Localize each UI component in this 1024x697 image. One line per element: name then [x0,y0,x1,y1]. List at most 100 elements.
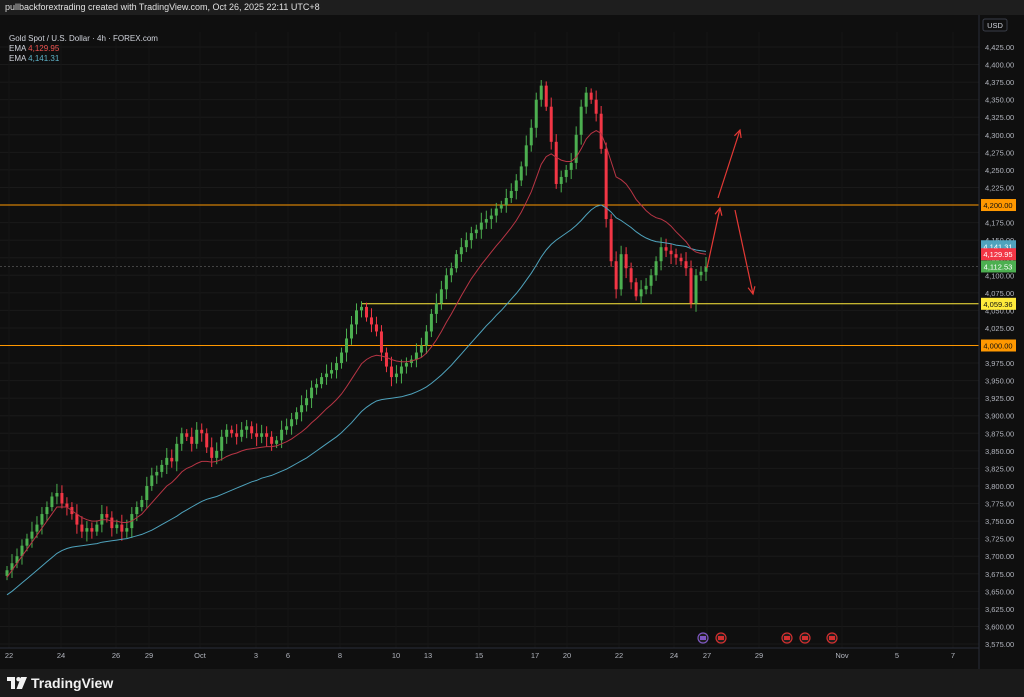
price-axis[interactable]: USD 3,575.00 3,600.00 3,625.00 3,650.00 3,675… [978,15,1024,669]
candle-body [684,261,688,269]
candle-body [255,433,259,437]
candle-body [80,524,84,532]
price-tick-label: 4,250.00 [985,166,1014,175]
candle-body [285,426,289,430]
ema-fast-line [6,130,707,578]
candle-body [225,429,229,437]
candle-body [115,524,119,529]
candle-body [534,99,538,128]
candle-body [35,524,39,532]
candle-body [195,429,199,444]
time-tick-label: 29 [755,651,763,660]
candle-body [604,148,608,220]
candle-body [85,528,89,532]
candle-body [564,169,568,177]
chart-area[interactable]: USD 3,575.00 3,600.00 3,625.00 3,650.00 3,675… [0,15,1024,669]
candle-body [544,85,548,107]
candle-body [509,190,513,199]
candle-body [175,443,179,462]
candle-body [489,215,493,220]
tradingview-logo[interactable]: TradingView [7,674,113,692]
symbol-title: Gold Spot / U.S. Dollar · 4h · FOREX.com [9,34,158,43]
time-tick-label: 20 [563,651,571,660]
candle-body [20,545,24,557]
candle-body [30,531,34,539]
price-tick-label: 4,075.00 [985,289,1014,298]
candle-body [559,176,563,184]
chart-legend: Gold Spot / U.S. Dollar · 4h · FOREX.com… [9,34,158,64]
price-tick-label: 4,050.00 [985,306,1014,315]
candle-body [25,538,29,546]
event-markers[interactable] [697,632,838,644]
candle-body [350,324,354,339]
candle-body [369,317,373,325]
brand-name: TradingView [31,675,114,691]
candle-body [569,162,573,170]
candle-body [514,180,518,191]
projection-arrow-down-head [747,286,756,296]
candle-body [429,313,433,332]
price-tick-label: 4,275.00 [985,148,1014,157]
horizontal-levels[interactable] [0,204,979,346]
candle-body [469,233,473,241]
candle-body [310,387,314,399]
candle-body [664,247,668,251]
price-tick-label: 4,325.00 [985,113,1014,122]
ema-fast-label: EMA [9,44,26,53]
candle-body [170,457,174,462]
candle-body [699,271,703,276]
candle-body [10,563,14,571]
candle-body [674,254,678,258]
event-flag-icon [700,636,706,640]
level-price-tag [981,199,1016,212]
candle-body [190,436,194,444]
candle-body [644,285,648,290]
level-price-tag [981,339,1016,352]
candle-body [140,500,144,508]
time-tick-label: 24 [670,651,678,660]
candle-body [110,517,114,529]
candle-body [694,275,698,304]
time-tick-label: 5 [895,651,899,660]
candle-body [320,377,324,385]
price-chart[interactable]: USD 3,575.00 3,600.00 3,625.00 3,650.00 3,675… [0,15,1024,669]
projection-arrows[interactable] [706,128,756,296]
candle-body [295,412,299,420]
candle-body [45,507,49,515]
candle-body [519,166,523,181]
candle-body [389,366,393,378]
candle-body [579,106,583,135]
candle-body [504,198,508,206]
candle-body [335,363,339,371]
projection-arrow-up-1 [706,207,721,269]
event-flag-icon [802,636,808,640]
candle-body [185,433,189,437]
candle-body [464,240,468,248]
candle-body [479,222,483,230]
time-axis[interactable]: 22 24 26 29 Oct 3 6 8 10 13 15 17 20 22 24 27 29 Nov 5 7 [0,647,979,660]
price-tick-label: 3,775.00 [985,500,1014,509]
price-tag [981,260,1016,273]
candle-body [574,134,578,163]
candle-body [634,282,638,297]
candle-body [394,373,398,378]
event-flag-icon [784,636,790,640]
candle-body [614,261,618,290]
candle-body [384,352,388,367]
ema-lines [6,130,707,596]
level-price-label: 4,200.00 [983,201,1012,210]
candle-body [619,254,623,290]
candle-body [215,450,219,458]
price-tick-label: 3,975.00 [985,359,1014,368]
ema-fast-value: 4,129.95 [28,44,60,53]
ema-slow-row: EMA 4,141.31 [9,54,158,64]
candle-body [639,289,643,297]
price-tick-label: 3,650.00 [985,587,1014,596]
time-tick-label: 27 [703,651,711,660]
candle-body [120,524,124,532]
candle-body [424,331,428,346]
tradingview-logo-icon [7,677,27,689]
time-tick-label: 8 [338,651,342,660]
candle-body [95,524,99,532]
price-tick-label: 3,950.00 [985,377,1014,386]
